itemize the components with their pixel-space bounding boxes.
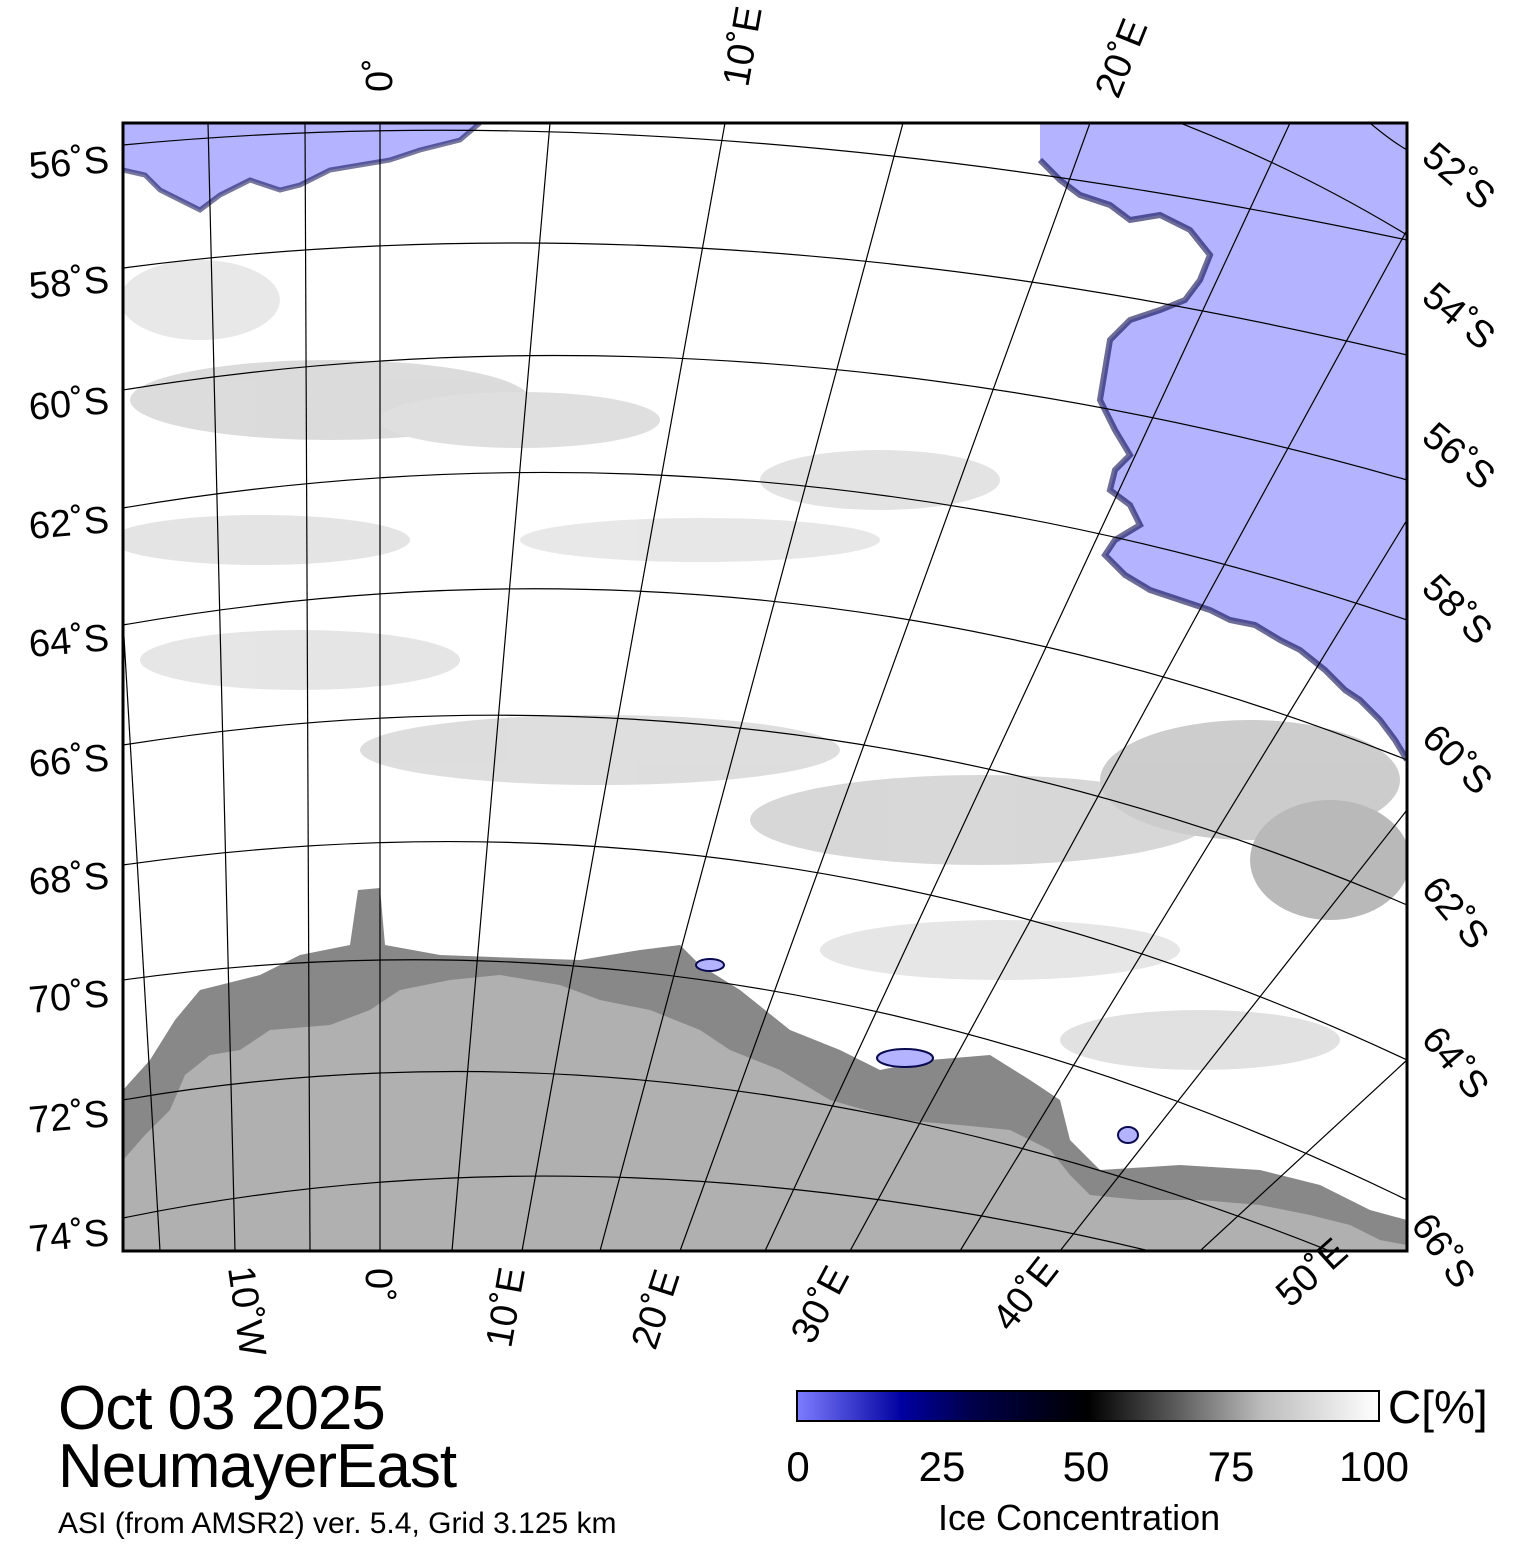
latitude-grid	[123, 123, 1407, 1251]
lat-label-left: 66˚S	[27, 737, 111, 786]
open-ocean-northwest	[123, 123, 480, 210]
lon-label-top: 0˚	[359, 58, 401, 92]
colorbar-tick: 100	[1338, 1443, 1410, 1490]
left-latitude-labels: 56˚S 58˚S 60˚S 62˚S 64˚S 66˚S 68˚S 70˚S …	[27, 139, 111, 1261]
antarctic-continent	[123, 975, 1407, 1251]
lat-label-right: 56˚S	[1414, 415, 1502, 499]
longitude-grid	[123, 123, 1407, 1251]
lat-label-right: 64˚S	[1413, 1019, 1497, 1107]
ice-edge-northwest	[123, 123, 482, 213]
coastal-polynya	[876, 1048, 934, 1068]
lon-label-bottom: 30˚E	[783, 1260, 858, 1351]
ice-concentration-texture	[123, 260, 1407, 1070]
colorbar-tick: 75	[1207, 1443, 1255, 1490]
data-source: ASI (from AMSR2) ver. 5.4, Grid 3.125 km	[58, 1507, 617, 1540]
lat-label-right: 54˚S	[1414, 275, 1502, 359]
lat-label-left: 74˚S	[27, 1212, 111, 1261]
lat-label-right: 66˚S	[1403, 1206, 1483, 1296]
lat-label-left: 72˚S	[27, 1093, 111, 1142]
open-ocean-northeast	[1040, 123, 1407, 760]
coastal-polynya	[695, 958, 725, 972]
colorbar-tick: 50	[1062, 1443, 1110, 1490]
colorbar-unit: C[%]	[1388, 1381, 1488, 1433]
lat-label-left: 60˚S	[27, 380, 111, 429]
map-date: Oct 03 2025	[58, 1374, 386, 1443]
lon-label-bottom: 20˚E	[624, 1265, 689, 1354]
top-longitude-labels: 0˚ 10˚E 20˚E	[359, 3, 1156, 103]
lat-label-left: 56˚S	[27, 139, 111, 188]
lat-label-left: 68˚S	[27, 855, 111, 904]
lat-label-left: 58˚S	[27, 259, 111, 308]
lon-label-bottom: 40˚E	[985, 1250, 1068, 1339]
lat-label-right: 52˚S	[1414, 135, 1502, 219]
lon-label-top: 10˚E	[716, 3, 771, 89]
map-frame	[121, 121, 1409, 1253]
lat-label-right: 60˚S	[1414, 717, 1500, 803]
lon-label-bottom: 0˚	[357, 1268, 399, 1302]
lat-label-left: 70˚S	[27, 973, 111, 1022]
lat-label-right: 58˚S	[1414, 567, 1500, 653]
lon-label-bottom: 10˚E	[479, 1264, 534, 1350]
lat-label-right: 62˚S	[1413, 869, 1497, 957]
lon-label-top: 20˚E	[1087, 13, 1156, 103]
colorbar-title: Ice Concentration	[938, 1497, 1221, 1538]
lon-label-bottom: 10˚W	[219, 1263, 273, 1359]
region-name: NeumayerEast	[58, 1432, 457, 1501]
lat-label-left: 62˚S	[27, 499, 111, 548]
colorbar-tick: 25	[918, 1443, 966, 1490]
ice-edge-northeast	[1037, 157, 1407, 762]
lat-label-left: 64˚S	[27, 617, 111, 666]
coastal-polynya	[1117, 1126, 1139, 1144]
colorbar-tick: 0	[786, 1443, 810, 1490]
right-latitude-labels: 52˚S 54˚S 56˚S 58˚S 60˚S 62˚S 64˚S 66˚S	[1403, 135, 1503, 1296]
ice-concentration-colorbar	[796, 1390, 1380, 1422]
